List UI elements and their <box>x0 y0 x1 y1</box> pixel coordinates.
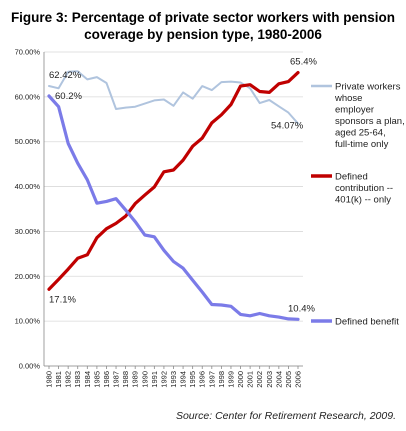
data-label: 54.07% <box>271 120 304 131</box>
data-label: 62.42% <box>49 70 82 81</box>
x-tick-label: 1995 <box>188 371 197 388</box>
x-tick-label: 1997 <box>207 371 216 388</box>
y-tick-label: 60.00% <box>15 92 41 101</box>
legend-label: Private workers <box>335 82 401 93</box>
axes <box>43 52 303 369</box>
y-tick-label: 30.00% <box>15 227 41 236</box>
data-label: 10.4% <box>288 303 315 314</box>
x-tick-label: 2001 <box>246 371 255 388</box>
chart-title-line-1: Figure 3: Percentage of private sector w… <box>11 10 395 25</box>
x-tick-label: 2000 <box>236 371 245 388</box>
x-tick-label: 1992 <box>159 371 168 388</box>
x-tick-label: 1982 <box>64 371 73 388</box>
legend-label: full-time only <box>335 139 389 150</box>
x-tick-label: 1988 <box>121 371 130 388</box>
legend-label: whose <box>334 93 362 104</box>
legend-label: 401(k) -- only <box>335 195 391 206</box>
y-axis-tick-labels: 0.00% 10.00% 20.00% 30.00% 40.00% 50.00% 60.00… <box>15 48 41 371</box>
y-tick-label: 0.00% <box>19 362 41 371</box>
y-tick-label: 10.00% <box>15 317 41 326</box>
x-tick-label: 1987 <box>112 371 121 388</box>
legend-label: aged 25-64, <box>335 128 386 139</box>
x-tick-label: 1985 <box>92 371 101 388</box>
y-tick-label: 40.00% <box>15 182 41 191</box>
x-tick-label: 1981 <box>54 371 63 388</box>
y-tick-label: 20.00% <box>15 272 41 281</box>
x-tick-label: 2006 <box>294 371 303 388</box>
x-tick-label: 1984 <box>83 371 92 388</box>
x-tick-label: 1989 <box>131 371 140 388</box>
legend-label: contribution -- <box>335 183 393 194</box>
chart-title-line-2: coverage by pension type, 1980-2006 <box>84 27 322 42</box>
data-label: 65.4% <box>290 57 317 68</box>
x-tick-label: 1991 <box>150 371 159 388</box>
chart-source: Source: Center for Retirement Research, … <box>176 410 396 422</box>
data-label: 60.2% <box>55 91 82 102</box>
y-tick-label: 50.00% <box>15 137 41 146</box>
y-tick-label: 70.00% <box>15 48 41 57</box>
x-tick-label: 2004 <box>274 371 283 388</box>
x-tick-label: 1980 <box>45 371 54 388</box>
x-tick-label: 1990 <box>140 371 149 388</box>
series-lines <box>47 70 300 321</box>
x-tick-label: 1999 <box>226 371 235 388</box>
legend-label: sponsors a plan, <box>335 116 405 127</box>
legend-label: Defined <box>335 172 368 183</box>
series-line <box>48 70 299 125</box>
series-line <box>47 70 300 291</box>
data-label: 17.1% <box>49 294 76 305</box>
x-tick-label: 1983 <box>73 371 82 388</box>
x-tick-label: 2002 <box>255 371 264 388</box>
grid <box>44 51 303 367</box>
x-tick-label: 1996 <box>198 371 207 388</box>
x-tick-label: 1986 <box>102 371 111 388</box>
legend-label: employer <box>335 105 374 116</box>
x-tick-label: 2005 <box>284 371 293 388</box>
data-labels: 62.42% 54.07% 65.4% 17.1% 60.2% 10.4% <box>49 57 317 315</box>
x-tick-label: 1993 <box>169 371 178 388</box>
x-axis-tick-labels: 1980 1981 1982 1983 1984 1985 1986 1987 1988 1989… <box>45 371 303 388</box>
series-line <box>47 94 300 321</box>
x-tick-label: 1998 <box>217 371 226 388</box>
legend-label: Defined benefit <box>335 317 399 328</box>
x-tick-label: 1994 <box>179 371 188 388</box>
x-tick-label: 2003 <box>265 371 274 388</box>
